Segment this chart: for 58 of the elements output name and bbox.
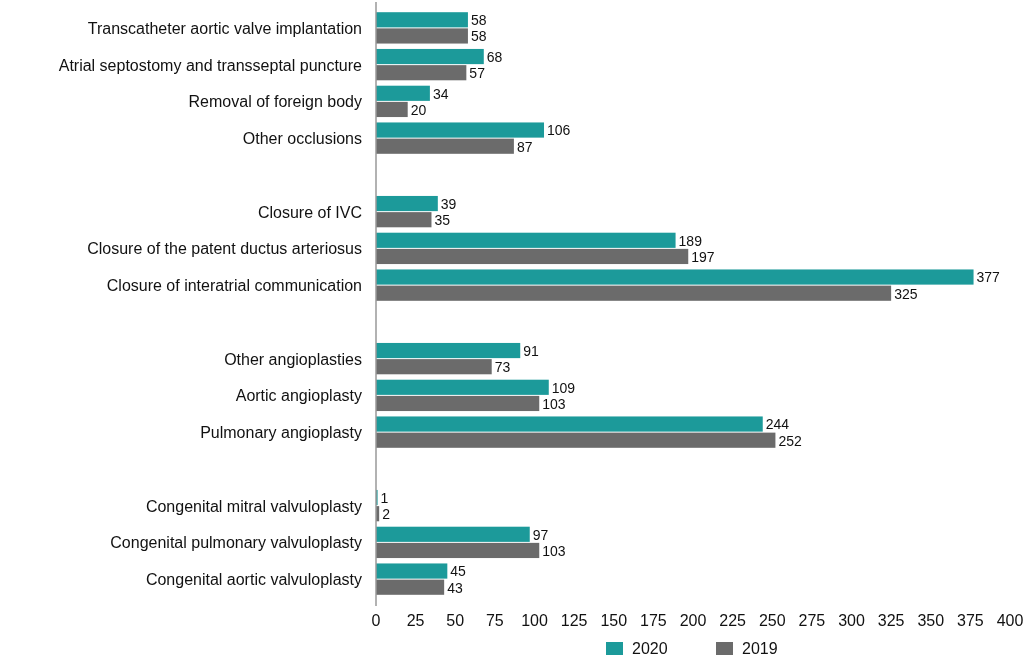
data-label: 103 (542, 395, 566, 412)
x-tick-label: 300 (838, 612, 865, 629)
x-tick-label: 50 (446, 612, 465, 629)
y-tick-label: Congenital aortic valvuloplasty (145, 571, 362, 589)
x-tick-label: 100 (521, 612, 548, 629)
x-tick-label: 175 (640, 612, 667, 629)
data-label: 197 (691, 248, 715, 265)
x-tick-label: 325 (877, 612, 905, 629)
x-tick-label: 250 (758, 612, 786, 629)
y-tick-label: Pulmonary angioplasty (200, 424, 362, 442)
y-tick-label: Other occlusions (242, 130, 362, 148)
data-label: 377 (976, 269, 1001, 286)
data-label: 45 (450, 563, 467, 580)
data-label: 106 (547, 122, 571, 139)
x-tick-label: 150 (600, 612, 628, 629)
data-label: 97 (532, 526, 549, 543)
data-label: 91 (523, 342, 540, 359)
x-tick-label: 275 (798, 612, 826, 629)
data-label: 73 (494, 359, 511, 376)
data-label: 244 (765, 416, 790, 433)
data-label: 57 (469, 65, 486, 82)
data-label: 58 (470, 28, 487, 45)
y-tick-label: Transcatheter aortic valve implantation (87, 19, 362, 37)
data-label: 68 (486, 48, 503, 65)
data-label: 87 (516, 138, 533, 155)
y-tick-label: Other angioplasties (224, 350, 362, 368)
data-label: 1 (380, 489, 389, 506)
y-tick-label: Closure of the patent ductus arteriosus (87, 240, 362, 258)
x-tick-label: 350 (917, 612, 945, 629)
x-tick-label: 225 (719, 612, 747, 629)
x-tick-label: 375 (957, 612, 984, 629)
data-label: 34 (432, 85, 449, 102)
y-tick-label: Atrial septostomy and transseptal puncture (58, 56, 363, 74)
y-tick-label: Congenital pulmonary valvuloplasty (110, 534, 362, 552)
data-label: 103 (542, 542, 566, 559)
y-tick-label: Congenital mitral valvuloplasty (145, 497, 362, 515)
data-label: 189 (678, 232, 703, 249)
data-label: 20 (410, 101, 427, 118)
legend-label: 2020 (632, 640, 668, 657)
x-tick-label: 0 (371, 612, 381, 629)
x-tick-label: 125 (560, 612, 588, 629)
y-tick-label: Removal of foreign body (188, 93, 362, 111)
y-tick-label: Closure of IVC (257, 203, 362, 221)
x-tick-label: 25 (406, 612, 425, 629)
y-tick-label: Closure of interatrial communication (106, 277, 362, 295)
legend-label: 2019 (742, 640, 778, 657)
data-label: 35 (434, 212, 451, 229)
x-tick-label: 400 (996, 612, 1024, 629)
x-tick-label: 200 (679, 612, 707, 629)
data-label: 109 (551, 379, 576, 396)
data-label: 43 (447, 579, 463, 596)
x-tick-label: 75 (485, 612, 504, 629)
data-label: 58 (470, 12, 487, 29)
data-label: 2 (382, 506, 391, 523)
data-label: 39 (440, 195, 457, 212)
data-label: 325 (894, 285, 918, 302)
data-label: 252 (778, 432, 802, 449)
y-tick-label: Aortic angioplasty (235, 387, 362, 405)
